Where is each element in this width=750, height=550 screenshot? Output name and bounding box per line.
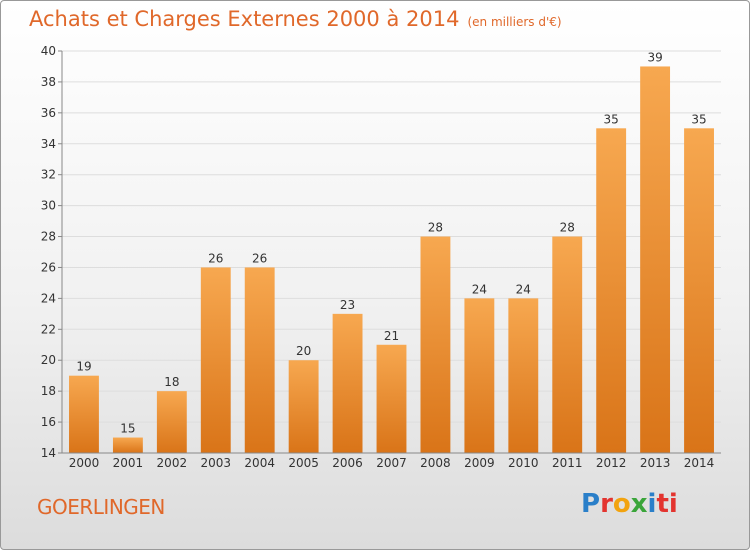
data-label: 35	[691, 112, 706, 126]
y-tick-label: 32	[41, 168, 56, 182]
y-tick-label: 22	[41, 322, 56, 336]
y-axis: 14 16 18 20 22 24 26 28 30 32 34 36 38 40	[41, 44, 63, 460]
proxiti-logo: Proxiti	[581, 489, 678, 519]
x-tick-label: 2012	[596, 456, 627, 470]
logo-letter: r	[600, 489, 613, 519]
x-tick-label: 2005	[288, 456, 319, 470]
data-labels: 19 15 18 26 26 20 23 21 28 24 24 28 35 39 35	[76, 50, 706, 435]
y-tick-label: 34	[41, 137, 56, 151]
commune-name: GOERLINGEN	[37, 495, 165, 519]
x-tick-label: 2002	[157, 456, 188, 470]
x-tick-label: 2000	[69, 456, 100, 470]
bar	[332, 313, 363, 453]
y-tick-label: 26	[41, 260, 56, 274]
logo-letter: x	[630, 489, 648, 519]
data-label: 19	[76, 360, 91, 374]
chart-title-text: Achats et Charges Externes 2000 à 2014	[29, 7, 460, 31]
x-tick-label: 2013	[640, 456, 671, 470]
y-tick-label: 40	[41, 44, 56, 58]
data-label: 20	[296, 344, 311, 358]
bar	[376, 344, 407, 453]
data-label: 24	[472, 282, 487, 296]
bar	[464, 298, 495, 453]
bar	[596, 128, 627, 454]
logo-letter: P	[581, 489, 601, 519]
y-tick-label: 30	[41, 199, 56, 213]
x-tick-label: 2006	[332, 456, 363, 470]
data-label: 28	[428, 221, 443, 235]
data-label: 23	[340, 298, 355, 312]
x-tick-label: 2008	[420, 456, 451, 470]
x-tick-label: 2001	[113, 456, 144, 470]
data-label: 24	[516, 282, 531, 296]
bar	[508, 298, 539, 453]
data-label: 28	[560, 221, 575, 235]
bar	[684, 128, 714, 454]
y-tick-label: 38	[41, 75, 56, 89]
logo-letter: i	[647, 489, 657, 519]
data-label: 26	[252, 251, 267, 265]
x-tick-label: 2007	[376, 456, 407, 470]
data-label: 15	[120, 422, 135, 436]
chart-subtitle: (en milliers d'€)	[467, 15, 562, 29]
bar	[552, 236, 583, 453]
y-tick-label: 28	[41, 230, 56, 244]
x-axis: 2000 2001 2002 2003 2004 2005 2006 2007 2008 2009…	[62, 452, 721, 470]
x-tick-label: 2011	[552, 456, 583, 470]
x-tick-label: 2003	[200, 456, 231, 470]
chart-title: Achats et Charges Externes 2000 à 2014 (e…	[29, 7, 562, 31]
bar	[156, 391, 187, 453]
bar	[420, 236, 451, 453]
bar	[640, 66, 671, 453]
y-tick-label: 24	[41, 291, 56, 305]
x-tick-label: 2009	[464, 456, 495, 470]
y-tick-label: 36	[41, 106, 56, 120]
x-tick-label: 2004	[244, 456, 275, 470]
data-label: 39	[647, 50, 662, 64]
data-label: 18	[164, 375, 179, 389]
bar	[244, 267, 275, 453]
y-tick-label: 20	[41, 353, 56, 367]
bar	[112, 437, 143, 453]
bar	[288, 360, 319, 453]
data-label: 26	[208, 251, 223, 265]
y-tick-label: 18	[41, 384, 56, 398]
data-label: 21	[384, 329, 399, 343]
logo-letter: o	[612, 489, 631, 519]
logo-letter: ti	[656, 489, 678, 519]
x-tick-label: 2010	[508, 456, 539, 470]
bar	[69, 375, 99, 453]
bar	[200, 267, 231, 453]
bars	[69, 66, 714, 454]
data-label: 35	[604, 112, 619, 126]
y-tick-label: 14	[41, 446, 56, 460]
y-tick-label: 16	[41, 415, 56, 429]
x-tick-label: 2014	[684, 456, 715, 470]
